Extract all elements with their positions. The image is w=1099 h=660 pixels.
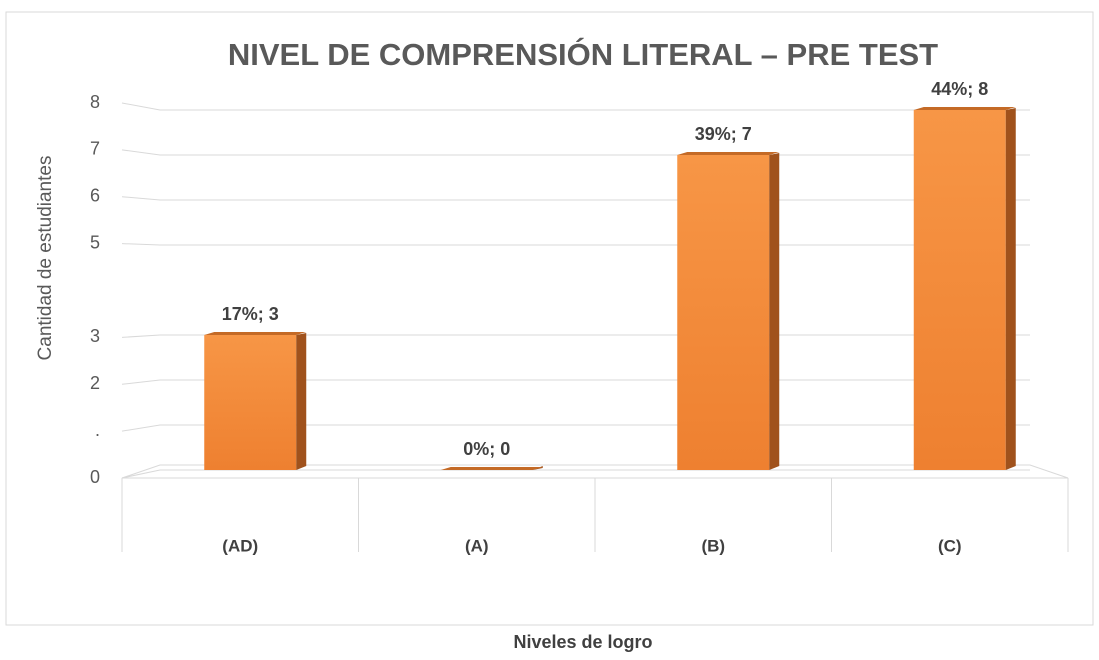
floor: [121, 464, 1069, 479]
y-tick-label: 2: [90, 373, 100, 393]
data-label: 39%; 7: [695, 124, 752, 144]
grid-line: [121, 102, 1030, 111]
bar-side: [769, 153, 780, 470]
chart-border: [5, 11, 1094, 626]
bar-front: [913, 110, 1006, 470]
bar-top: [677, 152, 780, 155]
bar: [677, 152, 780, 470]
bar-side: [1005, 108, 1016, 470]
data-label: 17%; 3: [222, 304, 279, 324]
y-tick-label: 8: [90, 92, 100, 112]
bar-front: [204, 335, 297, 470]
x-axis-title: Niveles de logro: [513, 632, 652, 652]
x-tick-label: (AD): [222, 536, 258, 555]
y-tick-label: 0: [90, 467, 100, 487]
y-axis-title: Cantidad de estudiantes: [35, 156, 56, 361]
data-label: 44%; 8: [931, 79, 988, 99]
x-tick-label: (A): [465, 536, 489, 555]
bar: [440, 466, 543, 470]
y-tick-label: .: [95, 420, 100, 440]
y-tick-label: 6: [90, 186, 100, 206]
bar: [204, 332, 307, 470]
bar: [913, 107, 1016, 470]
bar-top: [440, 467, 543, 470]
data-label: 0%; 0: [463, 439, 510, 459]
y-tick-label: 7: [90, 139, 100, 159]
y-tick-label: 5: [90, 232, 100, 252]
x-tick-label: (C): [938, 536, 962, 555]
y-tick-label: 3: [90, 326, 100, 346]
chart-title: NIVEL DE COMPRENSIÓN LITERAL – PRE TEST: [228, 36, 938, 72]
bar-top: [204, 332, 307, 335]
bar-side: [296, 333, 307, 470]
x-tick-label: (B): [701, 536, 725, 555]
bar-front: [677, 155, 770, 470]
bar-top: [913, 107, 1016, 110]
